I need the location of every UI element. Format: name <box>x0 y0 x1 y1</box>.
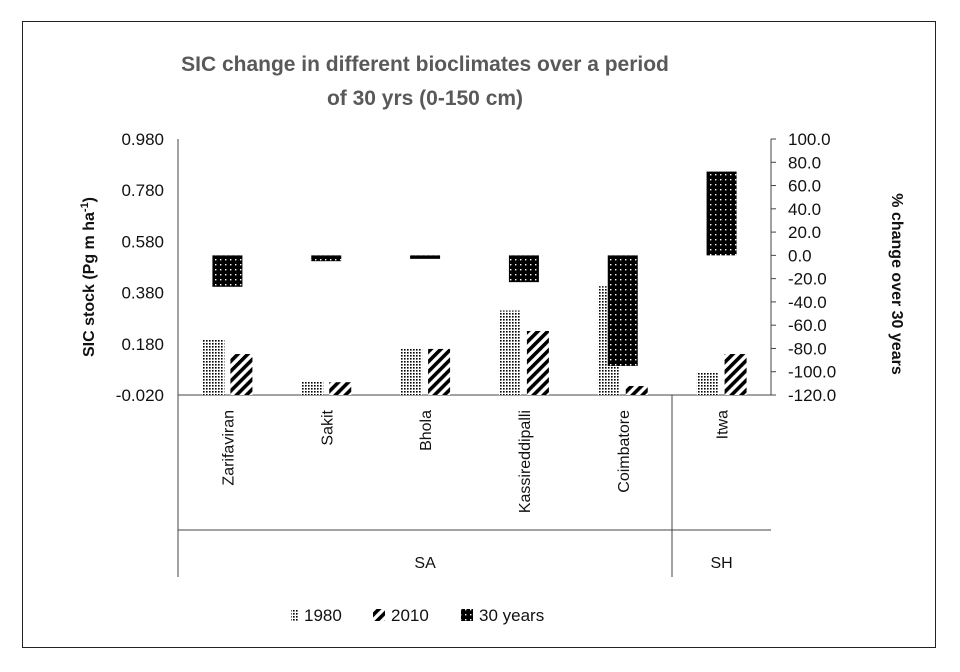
bar-2010 <box>526 331 549 395</box>
bar-2010 <box>428 348 451 395</box>
left-axis-ticks: 0.980 0.780 0.580 0.380 0.180 -0.020 <box>116 130 164 405</box>
left-axis-title: SIC stock (Pg m ha-1) <box>79 197 98 357</box>
left-tick-label: -0.020 <box>116 386 164 405</box>
right-tick-label: -100.0 <box>788 363 836 382</box>
right-tick-label: 0.0 <box>788 246 812 265</box>
group-labels: SA SH <box>414 555 732 572</box>
legend-label-1980: 1980 <box>304 606 342 625</box>
right-tick-label: 100.0 <box>788 130 831 149</box>
group-label: SA <box>414 555 436 572</box>
left-axis-title-sup: -1 <box>79 202 91 212</box>
right-tick-label: 60.0 <box>788 177 821 196</box>
category-labels: Zarifaviran Sakit Bhola Kassireddipalli Coim… <box>220 409 731 513</box>
right-axis-ticks: 100.0 80.0 60.0 40.0 20.0 0.0 -20.0 -40.0 -60.0 -… <box>771 130 836 405</box>
category-label: Kassireddipalli <box>517 410 534 513</box>
bar-2010 <box>724 354 747 395</box>
legend-swatch-30-years <box>461 609 473 621</box>
chart-frame: SIC change in different bioclimates over… <box>22 21 936 648</box>
bar-30-years <box>410 255 441 259</box>
bar-1980 <box>202 339 225 395</box>
left-axis-title-main: SIC stock (Pg m ha <box>81 212 98 357</box>
bar-30-years <box>607 255 638 366</box>
category-label: Zarifaviran <box>220 410 237 486</box>
left-tick-label: 0.180 <box>121 335 164 354</box>
category-label: Bhola <box>418 410 435 451</box>
bar-1980 <box>301 380 324 395</box>
left-tick-label: 0.580 <box>121 232 164 251</box>
bar-2010 <box>329 382 352 395</box>
legend-swatch-1980 <box>291 609 299 621</box>
group-label: SH <box>710 555 732 572</box>
right-tick-label: -20.0 <box>788 270 827 289</box>
left-tick-label: 0.380 <box>121 284 164 303</box>
bar-2010 <box>625 386 648 395</box>
right-tick-label: -120.0 <box>788 386 836 405</box>
legend-label-30-years: 30 years <box>479 606 544 625</box>
right-tick-label: -40.0 <box>788 293 827 312</box>
legend: 1980 2010 30 years <box>291 606 544 625</box>
bar-1980 <box>696 371 719 395</box>
bar-30-years <box>706 171 737 256</box>
right-axis-title: % change over 30 years <box>888 193 905 375</box>
chart-title-line-2: of 30 yrs (0-150 cm) <box>327 87 523 110</box>
right-tick-label: 20.0 <box>788 223 821 242</box>
right-tick-label: -80.0 <box>788 339 827 358</box>
bar-30-years <box>311 255 342 262</box>
bar-2010 <box>230 354 253 395</box>
chart-svg: SIC change in different bioclimates over… <box>79 53 905 625</box>
legend-swatch-2010 <box>373 609 385 621</box>
category-label: Sakit <box>319 409 336 445</box>
left-tick-label: 0.780 <box>121 181 164 200</box>
legend-label-2010: 2010 <box>391 606 429 625</box>
right-tick-label: 40.0 <box>788 200 821 219</box>
bar-30-years <box>508 255 539 283</box>
bar-1980 <box>400 348 423 395</box>
bars-group <box>202 171 747 395</box>
bar-30-years <box>212 255 243 287</box>
right-tick-label: -60.0 <box>788 316 827 335</box>
right-tick-label: 80.0 <box>788 153 821 172</box>
category-label: Itwa <box>715 410 732 439</box>
bar-1980 <box>498 310 521 395</box>
chart-title-line-1: SIC change in different bioclimates over… <box>181 53 669 76</box>
category-label: Coimbatore <box>616 410 633 493</box>
left-axis-title-close: ) <box>81 197 98 202</box>
left-tick-label: 0.980 <box>121 130 164 149</box>
